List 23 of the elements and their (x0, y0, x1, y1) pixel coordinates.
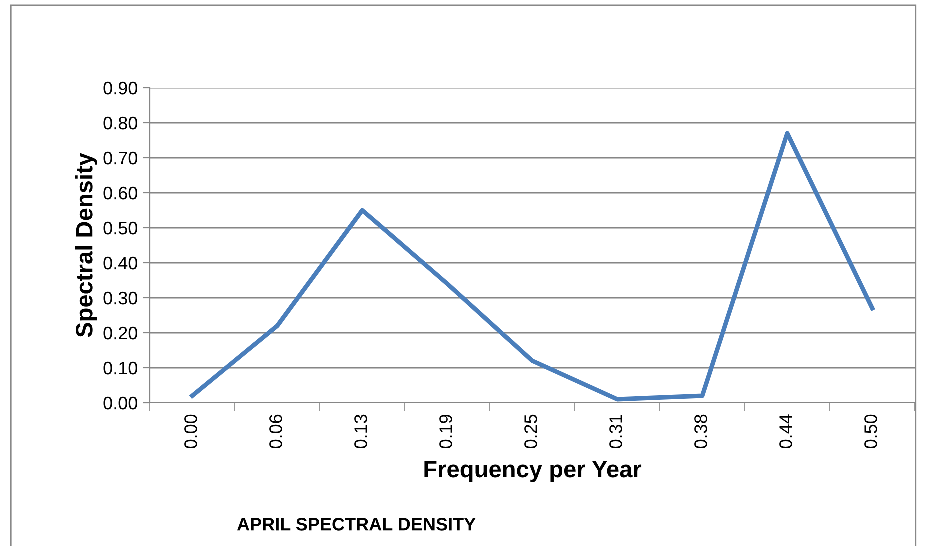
y-tick-label: 0.00 (104, 396, 138, 410)
y-tick-label: 0.70 (104, 152, 138, 165)
line-series (190, 131, 875, 402)
y-tick-label: 0.30 (104, 292, 138, 305)
x-tick-label: 0.50 (864, 414, 878, 449)
y-tick-label: 0.40 (104, 256, 138, 270)
y-axis-title: Spectral Density (75, 153, 98, 338)
y-tick-label: 0.60 (104, 186, 138, 200)
x-tick-label: 0.13 (354, 414, 368, 449)
x-tick-label: 0.38 (694, 414, 708, 449)
y-tick-label: 0.10 (104, 362, 138, 375)
x-tick-label: 0.06 (270, 414, 282, 449)
x-tick-label: 0.19 (440, 414, 452, 449)
x-tick-label: 0.31 (610, 414, 622, 449)
y-tick-label: 0.80 (104, 116, 138, 130)
x-axis-title: Frequency per Year (424, 461, 642, 482)
y-tick-label: 0.20 (104, 326, 138, 340)
x-tick-label: 0.00 (184, 414, 198, 449)
x-tick-label: 0.44 (780, 414, 792, 449)
y-tick-label: 0.90 (104, 82, 138, 95)
text: APRIL SPECTRAL DENSITY (237, 518, 476, 531)
y-tick-label: 0.50 (104, 222, 138, 235)
x-tick-label: 0.25 (524, 414, 538, 449)
